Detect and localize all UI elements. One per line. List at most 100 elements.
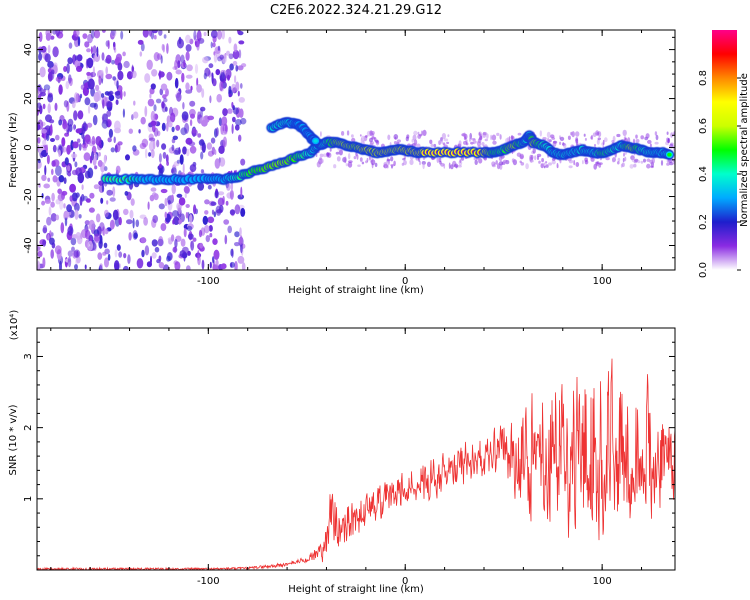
noise-blob [105,73,113,80]
noise-blob [241,63,247,68]
noise-blob [140,116,146,125]
noise-blob [84,220,90,226]
noise-blob [114,249,118,258]
noise-blob [86,48,91,53]
noise-blob [138,129,141,134]
noise-blob [177,60,181,69]
noise-blob [172,246,178,253]
noise-blob [95,84,100,92]
halo-dot [536,153,542,158]
noise-blob [189,108,196,117]
noise-blob [81,142,88,149]
noise-blob [57,188,63,195]
halo-dot [470,141,474,145]
noise-blob [87,167,94,179]
noise-blob [153,34,157,40]
halo-dot [654,131,658,136]
halo-dot [446,141,450,145]
halo-dot [441,133,446,140]
noise-blob [211,209,215,215]
noise-blob [203,225,210,234]
noise-blob [41,193,44,199]
noise-blob [105,100,113,108]
halo-dot [484,138,488,142]
noise-blob [179,154,184,165]
halo-dot [635,139,640,143]
noise-blob [207,184,212,190]
noise-blob [108,90,114,96]
halo-dot [490,134,492,141]
noise-blob [232,60,238,66]
noise-blob [99,222,105,232]
noise-blob [82,121,87,132]
noise-blob [47,44,51,54]
noise-blob [115,99,119,105]
halo-dot [430,143,434,147]
halo-dot [357,164,361,167]
snr-x-axis-label: Height of straight line (km) [288,584,424,595]
noise-blob [104,257,109,268]
noise-blob [229,209,236,216]
noise-blob [161,143,167,150]
noise-blob [118,216,122,226]
halo-dot [612,157,615,163]
noise-blob [153,127,159,137]
noise-blob [185,204,190,208]
noise-blob [95,213,101,223]
noise-blob [51,192,55,202]
noise-blob [127,254,131,265]
noise-blob [240,83,243,89]
noise-blob [196,30,202,42]
noise-blob [186,225,193,232]
noise-blob [228,93,232,98]
noise-blob [41,200,46,206]
noise-blob [43,84,51,91]
noise-blob [103,242,108,249]
noise-blob [219,205,224,213]
noise-blob [78,143,82,151]
halo-dot [584,137,587,141]
noise-blob [214,149,217,155]
halo-dot [469,137,471,142]
halo-dot [542,137,547,141]
noise-blob [229,189,234,200]
noise-blob [218,145,225,154]
noise-blob [107,137,112,143]
noise-blob [196,77,199,87]
noise-blob [207,115,215,121]
noise-blob [102,113,108,124]
noise-blob [216,93,222,103]
noise-blob [157,238,164,247]
noise-blob [197,182,205,191]
noise-blob [125,154,130,161]
noise-blob [226,183,231,191]
halo-dot [499,134,502,140]
snr-axes: -100 0 100 1 2 3 [23,328,675,587]
noise-blob [156,139,160,148]
noise-blob [50,35,55,40]
halo-dot [387,134,391,141]
noise-blob [61,190,68,196]
noise-blob [132,217,135,229]
noise-blob [70,140,74,151]
noise-blob [45,32,52,41]
noise-blob [209,261,212,269]
noise-blob [55,76,62,82]
halo-dot [383,162,387,166]
noise-blob [131,66,135,72]
halo-dot [655,134,659,141]
noise-blob [160,188,168,194]
noise-blob [65,81,70,90]
noise-blob [197,133,202,138]
noise-blob [201,88,205,98]
noise-blob [73,249,81,258]
halo-dot [590,157,595,162]
noise-blob [71,101,76,109]
noise-blob [79,93,83,99]
halo-dot [503,159,508,163]
noise-blob [186,64,193,72]
noise-blob [213,249,220,260]
noise-blob [63,177,67,185]
noise-blob [123,91,126,97]
